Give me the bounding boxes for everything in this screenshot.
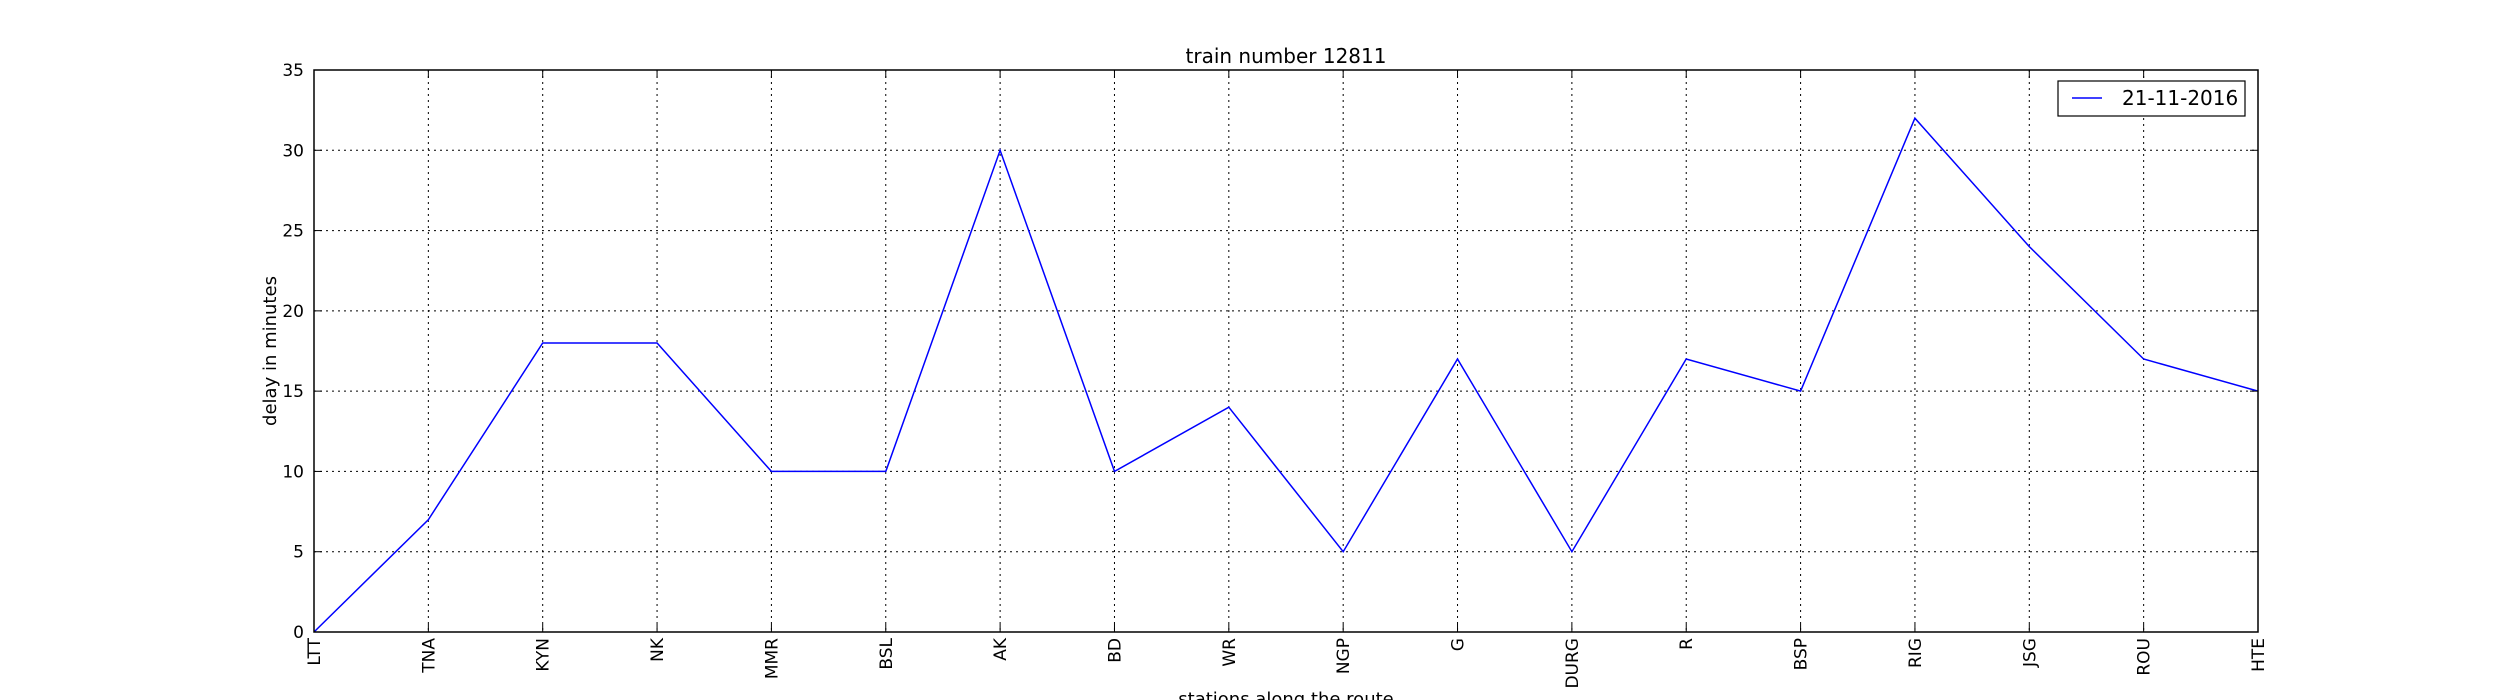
x-axis-label: stations along the route [1178,689,1393,700]
x-tick-label: R [1677,638,1697,650]
x-tick-label: BSP [1792,638,1812,670]
chart-title: train number 12811 [1186,44,1387,68]
x-tick-label: NK [648,637,668,662]
x-tick-label: BD [1105,638,1125,663]
legend-label: 21-11-2016 [2122,86,2238,110]
x-tick-label: HTE [2249,638,2269,672]
y-tick-label: 15 [282,382,304,402]
y-tick-label: 10 [282,462,304,482]
x-tick-label: RIG [1906,638,1926,668]
x-tick-label: AK [991,637,1011,661]
x-tick-label: ROU [2135,638,2155,676]
x-tick-label: LTT [305,637,325,665]
x-tick-label: BSL [877,637,897,669]
y-tick-label: 25 [282,222,304,242]
x-tick-label: WR [1220,638,1240,667]
x-tick-label: JSG [2020,638,2040,668]
y-tick-label: 0 [293,623,304,643]
y-axis: 0 5 10 15 20 25 30 35 [282,61,2258,643]
grid-lines [314,70,2258,632]
x-tick-label: DURG [1563,638,1583,689]
x-tick-label: G [1449,638,1469,651]
x-tick-label: MMR [762,638,782,679]
x-tick-label: KYN [534,638,554,672]
x-axis: LTT TNA KYN NK MMR BSL AK BD WR NGP G DURG R BSP RIG JS… [305,70,2269,689]
x-tick-label: NGP [1334,638,1354,674]
y-axis-label: delay in minutes [260,276,281,426]
y-tick-label: 35 [282,61,304,81]
y-tick-label: 20 [282,302,304,322]
series-line [313,116,2259,633]
legend: 21-11-2016 [2057,80,2246,117]
x-tick-label: TNA [419,638,439,674]
y-tick-label: 5 [293,543,304,563]
plot-frame [313,69,2259,633]
series-layer [313,116,2259,633]
y-tick-label: 30 [282,141,304,161]
